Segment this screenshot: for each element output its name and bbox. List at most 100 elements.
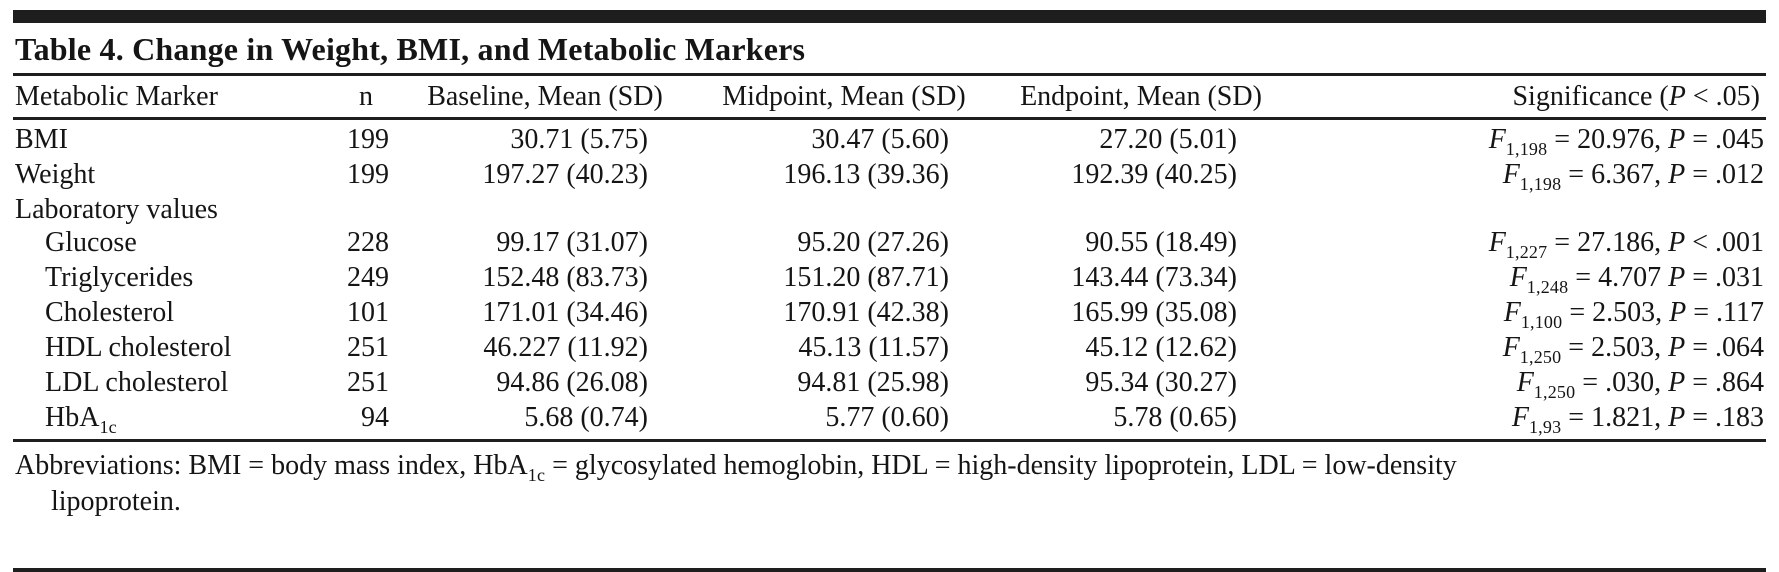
row-label: Cholesterol bbox=[13, 296, 335, 331]
f-subscript: 1,250 bbox=[1533, 382, 1576, 402]
cell-midpoint: 94.81 (25.98) bbox=[797, 367, 949, 398]
cell-endpoint-empty bbox=[995, 193, 1287, 226]
cell-n: 228 bbox=[347, 227, 389, 258]
p-symbol: P bbox=[1668, 124, 1686, 155]
row-label: LDL cholesterol bbox=[13, 366, 335, 401]
p-symbol: P bbox=[1669, 297, 1687, 328]
f-value: = 6.367, bbox=[1561, 159, 1669, 190]
p-symbol: P bbox=[1668, 367, 1686, 398]
table-bottom-rule bbox=[13, 568, 1766, 572]
f-value: = 4.707 bbox=[1568, 262, 1669, 293]
row-label: BMI bbox=[13, 119, 335, 159]
f-value: = 20.976, bbox=[1547, 124, 1669, 155]
f-subscript: 1,100 bbox=[1520, 312, 1563, 332]
table-row-cholesterol: Cholesterol 101 171.01 (34.46) 170.91 (4… bbox=[13, 296, 1766, 333]
cell-significance: F1,100 = 2.503, P = .117 bbox=[1287, 296, 1766, 333]
cell-significance: F1,248 = 4.707 P = .031 bbox=[1287, 261, 1766, 298]
p-symbol: P bbox=[1668, 227, 1686, 258]
cell-n: 101 bbox=[347, 297, 389, 328]
p-value: = .012 bbox=[1685, 159, 1764, 190]
f-symbol: F bbox=[1516, 367, 1534, 398]
cell-n: 249 bbox=[347, 262, 389, 293]
section-label-text: Laboratory values bbox=[15, 194, 218, 225]
row-label: HDL cholesterol bbox=[13, 331, 335, 366]
row-label-text: LDL cholesterol bbox=[45, 367, 229, 398]
f-subscript: 1,227 bbox=[1505, 242, 1548, 262]
footnote-text: Abbreviations: BMI = body mass index, Hb… bbox=[15, 450, 528, 481]
significance-header-p: P bbox=[1668, 81, 1686, 112]
table-row-hba1c: HbA1c 94 5.68 (0.74) 5.77 (0.60) 5.78 (0… bbox=[13, 401, 1766, 442]
column-header-marker: Metabolic Marker bbox=[13, 76, 335, 120]
f-value: = 1.821, bbox=[1561, 402, 1669, 433]
cell-n: 251 bbox=[347, 367, 389, 398]
table-row-ldl-cholesterol: LDL cholesterol 251 94.86 (26.08) 94.81 … bbox=[13, 366, 1766, 403]
cell-endpoint: 45.12 (12.62) bbox=[1085, 332, 1237, 363]
cell-baseline: 5.68 (0.74) bbox=[397, 401, 693, 442]
cell-midpoint: 45.13 (11.57) bbox=[798, 332, 949, 363]
p-symbol: P bbox=[1668, 262, 1686, 293]
f-symbol: F bbox=[1502, 159, 1520, 190]
significance-header-post: < .05) bbox=[1685, 81, 1760, 112]
cell-n: 94 bbox=[335, 401, 397, 442]
cell-midpoint: 170.91 (42.38) bbox=[783, 297, 949, 328]
table-section-row-laboratory-values: Laboratory values bbox=[13, 193, 1766, 226]
column-header-midpoint: Midpoint, Mean (SD) bbox=[693, 76, 995, 120]
header-row: Metabolic Marker n Baseline, Mean (SD) M… bbox=[13, 76, 1766, 120]
cell-significance: F1,198 = 6.367, P = .012 bbox=[1287, 158, 1766, 195]
row-label: HbA1c bbox=[13, 401, 335, 442]
p-value: = .064 bbox=[1685, 332, 1764, 363]
f-subscript: 1,93 bbox=[1528, 417, 1562, 437]
cell-significance-empty bbox=[1287, 193, 1766, 226]
f-symbol: F bbox=[1509, 262, 1527, 293]
cell-baseline: 152.48 (83.73) bbox=[482, 262, 648, 293]
cell-baseline: 94.86 (26.08) bbox=[496, 367, 648, 398]
cell-midpoint: 30.47 (5.60) bbox=[811, 124, 949, 155]
table-footnote: Abbreviations: BMI = body mass index, Hb… bbox=[13, 442, 1766, 518]
f-value: = 2.503, bbox=[1562, 297, 1670, 328]
p-value: = .183 bbox=[1685, 402, 1764, 433]
p-symbol: P bbox=[1668, 332, 1686, 363]
cell-baseline-empty bbox=[397, 193, 693, 226]
p-value: = .031 bbox=[1685, 262, 1764, 293]
row-label-text: BMI bbox=[15, 124, 68, 155]
table-row-triglycerides: Triglycerides 249 152.48 (83.73) 151.20 … bbox=[13, 261, 1766, 298]
p-value: = .864 bbox=[1685, 367, 1764, 398]
row-label: Weight bbox=[13, 158, 335, 193]
f-symbol: F bbox=[1503, 297, 1521, 328]
column-header-endpoint: Endpoint, Mean (SD) bbox=[995, 76, 1287, 120]
cell-n: 199 bbox=[347, 159, 389, 190]
row-label-text: HbA bbox=[45, 402, 100, 433]
significance-header-pre: Significance ( bbox=[1512, 81, 1669, 112]
row-label-text: Cholesterol bbox=[45, 297, 175, 328]
f-symbol: F bbox=[1511, 402, 1529, 433]
p-value: = .117 bbox=[1686, 297, 1764, 328]
cell-midpoint-empty bbox=[693, 193, 995, 226]
f-subscript: 1,198 bbox=[1505, 139, 1548, 159]
column-header-n: n bbox=[335, 76, 397, 120]
row-label-text: Glucose bbox=[45, 227, 137, 258]
f-value: = .030, bbox=[1575, 367, 1669, 398]
cell-n: 199 bbox=[347, 124, 389, 155]
cell-endpoint: 27.20 (5.01) bbox=[1099, 124, 1237, 155]
table-title: Table 4. Change in Weight, BMI, and Meta… bbox=[13, 23, 1766, 76]
row-label-subscript: 1c bbox=[99, 417, 117, 437]
cell-endpoint: 90.55 (18.49) bbox=[1085, 227, 1237, 258]
f-subscript: 1,248 bbox=[1526, 277, 1569, 297]
p-value: = .045 bbox=[1685, 124, 1764, 155]
footnote-line-1: Abbreviations: BMI = body mass index, Hb… bbox=[15, 449, 1764, 485]
cell-baseline: 30.71 (5.75) bbox=[510, 124, 648, 155]
row-label: Glucose bbox=[13, 226, 335, 261]
footnote-line-2: lipoprotein. bbox=[51, 486, 181, 517]
cell-midpoint: 5.77 (0.60) bbox=[693, 401, 995, 442]
cell-midpoint: 151.20 (87.71) bbox=[783, 262, 949, 293]
cell-endpoint: 143.44 (73.34) bbox=[1071, 262, 1237, 293]
footnote-hba1c-subscript: 1c bbox=[527, 465, 546, 485]
f-symbol: F bbox=[1488, 227, 1506, 258]
f-subscript: 1,198 bbox=[1519, 174, 1562, 194]
f-symbol: F bbox=[1502, 332, 1520, 363]
cell-baseline: 99.17 (31.07) bbox=[496, 227, 648, 258]
cell-significance: F1,250 = 2.503, P = .064 bbox=[1287, 331, 1766, 368]
footnote-text: = glycosylated hemoglobin, HDL = high-de… bbox=[545, 450, 1457, 481]
cell-n-empty bbox=[335, 193, 397, 226]
